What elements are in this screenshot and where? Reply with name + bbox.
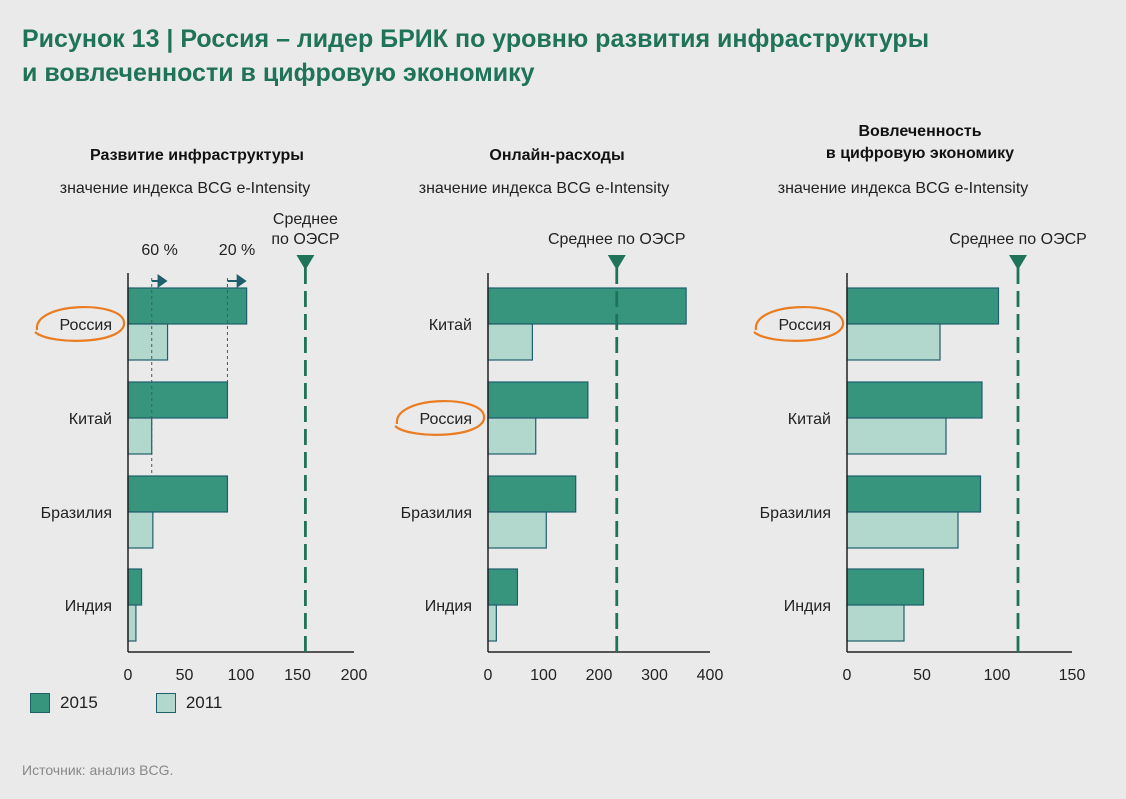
legend-label-2015: 2015 [60,693,98,712]
legend-item-2011: 2011 [155,693,223,713]
category-label-0-1: Китай [69,411,112,428]
bar-0-3-2015 [127,568,143,606]
category-label-2-2: Бразилия [760,505,831,522]
annotation-label-0: 60 % [141,242,177,259]
panel-subtitle-1: значение индекса BCG e-Intensity [419,180,670,197]
panel-title-2-line1: в цифровую экономику [826,145,1014,162]
oecd-label-2-0: Среднее по ОЭСР [949,231,1087,248]
x-tick-1-0: 0 [484,667,493,684]
bar-2-1-2015 [846,381,983,419]
x-tick-0-1: 50 [176,667,194,684]
x-tick-1-1: 100 [530,667,557,684]
category-label-1-0: Китай [429,317,472,334]
annotation-arrowhead-1 [236,274,247,288]
category-label-2-1: Китай [788,411,831,428]
bar-2-2-2011 [846,511,959,549]
bar-0-0-2015 [127,287,248,325]
oecd-label-0-0: Среднее [273,211,338,228]
bar-1-2-2011 [487,511,547,549]
x-tick-0-4: 200 [341,667,368,684]
panel-title-0-line0: Развитие инфраструктуры [90,147,304,164]
oecd-marker-1 [607,255,626,270]
bar-2-0-2011 [846,323,941,361]
legend-label-2011: 2011 [185,693,223,712]
annotation-arrowhead-0 [157,274,168,288]
highlight-circle-0 [34,306,126,342]
x-tick-2-0: 0 [843,667,852,684]
bar-2-3-2015 [846,568,925,606]
bar-1-0-2015 [487,287,687,325]
legend-swatch-2011 [155,693,176,713]
bar-1-3-2011 [487,604,497,642]
category-label-0-3: Индия [65,598,112,615]
bar-0-0-2011 [127,323,169,361]
x-tick-1-2: 200 [586,667,613,684]
figure-title: Рисунок 13 | Россия – лидер БРИК по уров… [22,22,929,90]
bar-0-3-2011 [127,604,137,642]
figure-title-line2: и вовлеченности в цифровую экономику [22,59,535,87]
panel-title-2-line0: Вовлеченность [858,123,981,140]
bar-2-3-2011 [846,604,905,642]
bar-1-1-2011 [487,417,537,455]
category-label-2-3: Индия [784,598,831,615]
panel-title-1-line0: Онлайн-расходы [489,147,624,164]
category-label-0-2: Бразилия [41,505,112,522]
bar-1-2-2015 [487,475,577,513]
bar-0-1-2015 [127,381,229,419]
highlight-circle-2 [753,306,845,342]
oecd-marker-2 [1009,255,1027,270]
panel-subtitle-0: значение индекса BCG e-Intensity [60,180,311,197]
legend: 2015 2011 [30,693,280,713]
bar-0-1-2011 [127,417,153,455]
x-tick-0-3: 150 [284,667,311,684]
x-tick-0-2: 100 [228,667,255,684]
x-tick-2-2: 100 [984,667,1011,684]
oecd-marker-0 [296,255,315,270]
oecd-label-1-0: Среднее по ОЭСР [548,231,686,248]
bar-0-2-2015 [127,475,229,513]
category-label-1-1: Россия [420,411,472,428]
category-label-0-0: Россия [60,317,112,334]
legend-swatch-2015 [30,693,50,713]
category-label-1-2: Бразилия [401,505,472,522]
annotation-label-1: 20 % [219,242,255,259]
x-tick-2-1: 50 [913,667,931,684]
bar-2-1-2011 [846,417,947,455]
bar-2-2-2015 [846,475,982,513]
x-tick-1-3: 300 [641,667,668,684]
bar-1-3-2015 [487,568,519,606]
panel-subtitle-2: значение индекса BCG e-Intensity [778,180,1029,197]
category-label-1-3: Индия [425,598,472,615]
figure-title-line1: Рисунок 13 | Россия – лидер БРИК по уров… [22,25,930,53]
legend-item-2015: 2015 [30,693,98,713]
bar-1-1-2015 [487,381,589,419]
x-tick-1-4: 400 [697,667,724,684]
bar-1-0-2011 [487,323,534,361]
bar-2-0-2015 [846,287,1000,325]
x-tick-0-0: 0 [124,667,133,684]
oecd-label-0-1: по ОЭСР [271,231,339,248]
bar-0-2-2011 [127,511,154,549]
highlight-circle-1 [394,400,486,436]
category-label-2-0: Россия [779,317,831,334]
x-tick-2-3: 150 [1059,667,1086,684]
source-note: Источник: анализ BCG. [22,762,174,778]
